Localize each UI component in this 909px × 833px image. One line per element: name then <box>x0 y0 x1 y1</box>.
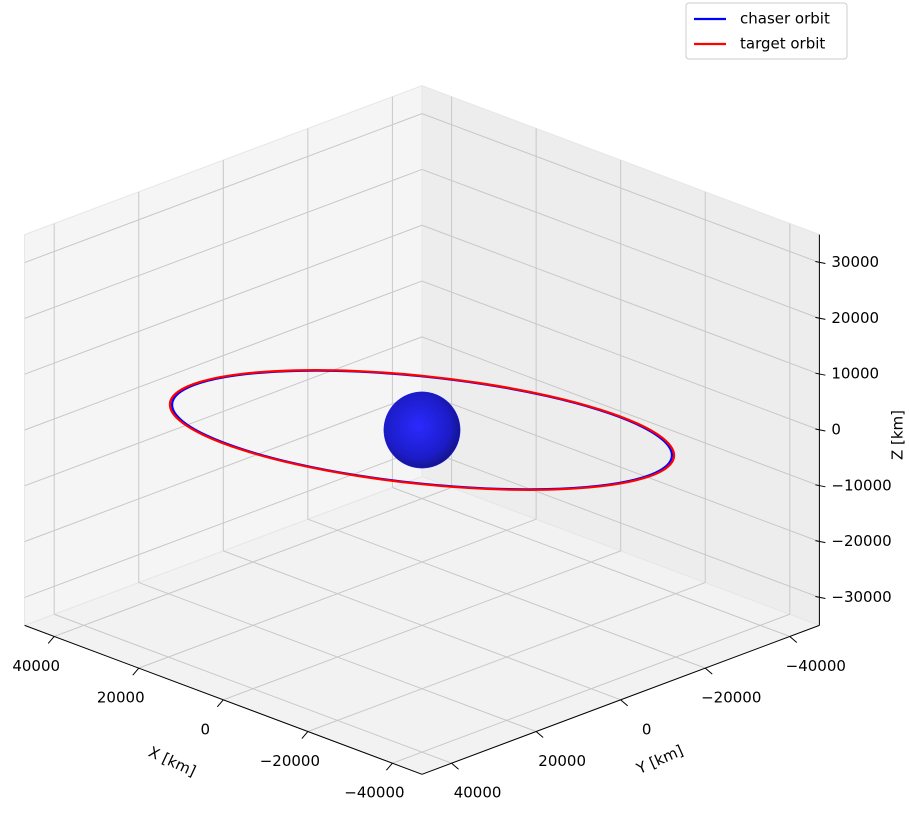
z-tick-label: 20000 <box>831 309 879 327</box>
tick-mark <box>386 763 392 770</box>
chart: −40000 −20000 0 20000 40000 −40000 −20000 0 2000… <box>0 0 909 833</box>
y-tick-label: −40000 <box>786 657 846 675</box>
z-tick-label: −10000 <box>831 476 891 494</box>
tick-mark <box>790 636 797 642</box>
y-axis-label: Y [km] <box>633 741 686 778</box>
x-tick-label: 40000 <box>12 657 60 675</box>
tick-mark <box>621 700 628 706</box>
legend-label: target orbit <box>740 35 825 53</box>
y-tick-label: 20000 <box>538 752 586 770</box>
x-tick-label: −40000 <box>344 784 404 802</box>
tick-mark <box>133 668 139 675</box>
z-axis-label: Z [km] <box>889 410 907 460</box>
x-axis-label: X [km] <box>146 743 199 780</box>
tick-mark <box>705 668 712 674</box>
x-tick-label: −20000 <box>260 752 320 770</box>
x-tick-label: 20000 <box>97 689 145 707</box>
y-tick-label: 40000 <box>454 784 502 802</box>
tick-mark <box>302 732 308 739</box>
tick-mark <box>536 732 543 738</box>
z-tick-label: 10000 <box>831 365 879 383</box>
legend: chaser orbit target orbit <box>686 3 847 59</box>
x-tick-label: 0 <box>201 720 211 738</box>
y-tick-label: −20000 <box>701 689 761 707</box>
y-tick-label: 0 <box>642 720 652 738</box>
z-tick-label: 0 <box>831 421 841 439</box>
sphere <box>384 392 460 468</box>
legend-label: chaser orbit <box>740 10 830 28</box>
z-tick-label: −20000 <box>831 532 891 550</box>
z-tick-label: 30000 <box>831 253 879 271</box>
tick-mark <box>452 763 459 769</box>
tick-mark <box>48 636 54 643</box>
z-tick-label: −30000 <box>831 588 891 606</box>
tick-mark <box>217 700 223 707</box>
page: −40000 −20000 0 20000 40000 −40000 −20000 0 2000… <box>0 0 909 833</box>
